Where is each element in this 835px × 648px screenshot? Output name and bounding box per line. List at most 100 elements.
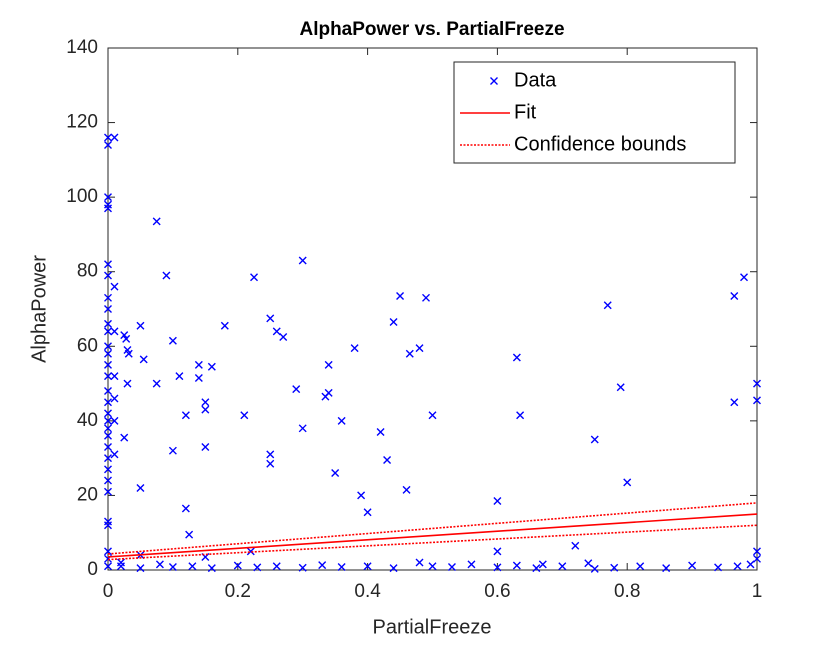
data-point (493, 563, 502, 572)
data-point (123, 379, 132, 388)
x-tick-label: 0.4 (354, 581, 381, 602)
data-point (292, 385, 301, 394)
data-point (512, 353, 521, 362)
data-point (266, 450, 275, 459)
data-point (733, 562, 742, 571)
data-point (104, 349, 112, 358)
data-point (124, 349, 133, 358)
data-point (298, 424, 307, 433)
data-point (104, 416, 112, 425)
data-point (162, 271, 171, 280)
data-point (337, 416, 346, 425)
data-point (318, 561, 327, 570)
data-point (104, 521, 112, 530)
data-point (136, 564, 145, 573)
data-point (298, 563, 307, 572)
data-point (363, 508, 372, 517)
data-point (104, 260, 112, 269)
data-point (538, 560, 547, 569)
data-point (104, 133, 112, 142)
data-point (688, 561, 697, 570)
legend-marker (490, 77, 498, 85)
data-point (104, 372, 112, 381)
data-point (104, 140, 112, 149)
data-point (753, 554, 761, 563)
data-point (467, 560, 476, 569)
data-point (623, 478, 632, 487)
data-point (279, 332, 288, 341)
data-point (110, 372, 119, 381)
data-point (104, 305, 112, 313)
data-point (104, 442, 112, 451)
data-point (136, 321, 145, 330)
data-point (272, 327, 281, 336)
y-tick-label: 140 (66, 37, 98, 58)
data-point (753, 396, 761, 405)
data-point (383, 456, 392, 465)
data-point (584, 559, 593, 568)
data-point (194, 360, 203, 369)
x-tick-label: 0 (103, 581, 114, 602)
data-point (110, 282, 119, 291)
data-point (181, 411, 190, 420)
data-point (730, 398, 739, 407)
data-point (207, 564, 216, 573)
data-point (104, 327, 112, 336)
data-point (396, 291, 405, 300)
data-point (405, 349, 414, 358)
legend-label: Data (514, 69, 557, 91)
y-tick-label: 20 (77, 484, 98, 505)
data-point (201, 398, 210, 407)
data-point (104, 342, 112, 351)
data-point (389, 318, 398, 327)
data-point (516, 411, 525, 420)
data-point (139, 355, 148, 364)
data-point (168, 336, 177, 345)
data-point (110, 133, 119, 142)
data-point (104, 476, 112, 485)
data-point (714, 563, 723, 572)
data-point (298, 256, 307, 265)
data-point (188, 562, 197, 571)
data-point (447, 563, 456, 572)
y-tick-label: 0 (87, 559, 98, 580)
data-point (168, 563, 177, 572)
data-point (120, 331, 129, 340)
data-point (753, 547, 761, 556)
data-point (104, 193, 112, 202)
data-point (181, 504, 190, 513)
data-point (155, 560, 164, 569)
data-point (152, 379, 161, 388)
data-point (122, 334, 131, 343)
data-point (266, 459, 275, 468)
data-point (415, 558, 424, 567)
data-point (402, 485, 411, 494)
data-point (558, 562, 567, 571)
data-point (272, 562, 281, 571)
data-point (730, 291, 739, 300)
x-tick-label: 0.8 (614, 581, 640, 602)
data-point (590, 435, 599, 444)
data-point (350, 344, 359, 353)
data-point (233, 561, 242, 570)
data-point (324, 360, 333, 369)
data-point (110, 416, 119, 425)
data-point (104, 547, 112, 556)
data-point (324, 388, 333, 397)
data-point (616, 383, 625, 392)
data-point (194, 373, 203, 382)
data-point (104, 431, 112, 440)
data-point (740, 273, 749, 282)
data-point (590, 564, 599, 573)
data-point (104, 454, 112, 463)
data-point (110, 327, 119, 336)
data-point (110, 394, 119, 403)
data-point (104, 319, 112, 328)
y-axis-label: AlphaPower (28, 255, 50, 363)
data-point (337, 563, 346, 572)
chart-title: AlphaPower vs. PartialFreeze (299, 19, 564, 40)
data-point (152, 217, 161, 226)
data-point (201, 442, 210, 451)
data-point (220, 321, 229, 330)
data-point (357, 491, 366, 500)
